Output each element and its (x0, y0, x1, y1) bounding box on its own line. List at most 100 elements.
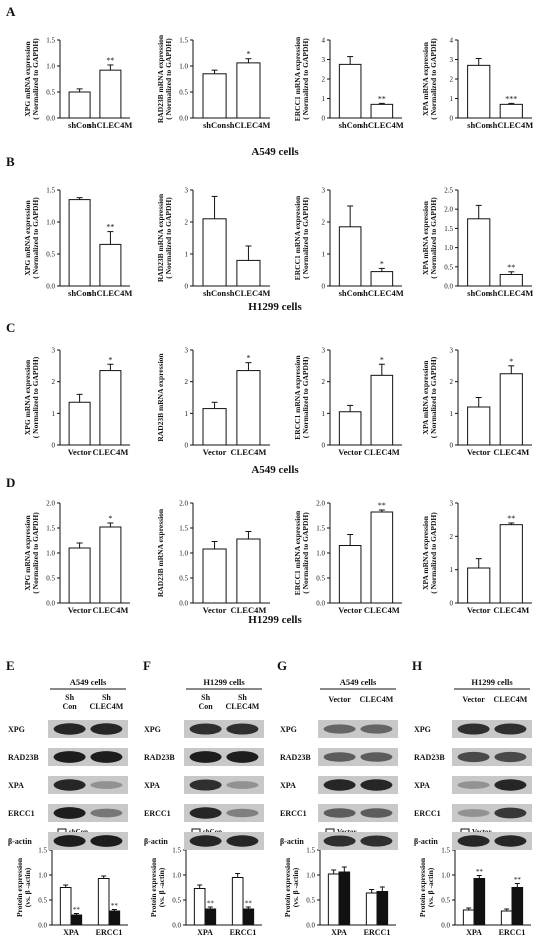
significance-label: *** (505, 94, 517, 103)
chart-a-3: 0 1 2 3 4 XPA mRNA expression( Normalized to … (421, 37, 533, 131)
blot-row-label: RAD23B (414, 753, 445, 762)
y-tick-label: 0.0 (441, 922, 450, 930)
blot-band (323, 779, 356, 791)
blot-band (53, 807, 86, 819)
lane-label: Sh (238, 693, 247, 702)
blot-row-label: β-actin (8, 837, 32, 846)
bar-Vector-XPA (327, 873, 340, 926)
bar-CLEC4M (99, 370, 122, 446)
y-axis-label: Protein expression (418, 857, 427, 917)
y-axis-label-units: ( Normalized to GAPDH) (429, 356, 438, 438)
chart-d-15: 0 1 2 3 XPA mRNA expression( Normalized to G… (421, 500, 532, 615)
y-tick-label: 3 (322, 56, 326, 64)
y-tick-label: 3 (52, 347, 56, 355)
bar-CLEC4M (99, 526, 122, 604)
lane-label: CLEC4M (90, 702, 124, 711)
y-tick-label: 1.5 (38, 847, 47, 855)
blot-band (457, 751, 490, 763)
blot-row-label: β-actin (144, 837, 168, 846)
y-axis-label: RAD23B mRNA expression (156, 508, 165, 597)
y-tick-label: 1.5 (306, 847, 315, 855)
panel-letter-f: F (143, 658, 151, 673)
x-tick-label: XPA (466, 928, 482, 937)
bar-shCon (338, 63, 362, 119)
blot-band (494, 751, 527, 763)
panel-letter-g: G (277, 658, 287, 673)
y-axis-label: ERCC1 mRNA expression (293, 510, 302, 595)
y-tick-label: 1.0 (46, 550, 55, 558)
blot-band (323, 724, 356, 734)
panel-letter-d: D (6, 475, 15, 490)
y-axis-label-units: (vs. β -actin) (23, 867, 32, 907)
x-tick-label: CLEC4M (92, 447, 128, 457)
y-tick-label: 0.0 (172, 922, 181, 930)
panel-letter-h: H (412, 658, 422, 673)
bar-shCon (338, 226, 362, 287)
y-tick-label: 3 (185, 187, 189, 195)
y-axis-label-units: (vs. β -actin) (291, 867, 300, 907)
x-tick-label: CLEC4M (364, 447, 400, 457)
y-tick-label: 0.5 (46, 575, 55, 583)
significance-label: ** (378, 501, 386, 510)
x-tick-label: shCLEC4M (88, 288, 132, 298)
x-tick-label: Vector (467, 605, 491, 615)
panel-letters: A B C D E F G H (6, 4, 422, 673)
bar-CLEC4M (236, 538, 261, 604)
y-axis-label-units: (vs. β -actin) (426, 867, 435, 907)
y-tick-label: 2 (322, 219, 326, 227)
blot-title: A549 cells (70, 677, 107, 687)
bar-Vector (338, 411, 362, 446)
y-axis-label: XPG mRNA expression (23, 200, 32, 276)
y-axis-label: XPG mRNA expression (23, 359, 32, 435)
blot-row-label: XPG (8, 725, 25, 734)
y-axis-label-units: ( Normalized to GAPDH) (429, 512, 438, 594)
y-tick-label: 0.5 (179, 89, 188, 97)
y-tick-label: 1.5 (46, 37, 55, 45)
blot-band (494, 807, 527, 819)
blot-band (457, 835, 490, 847)
blot-band (494, 723, 527, 735)
y-tick-label: 1 (450, 95, 454, 103)
chart-a-1: 0.0 0.5 1.0 1.5 RAD23B mRNA expression( Norm… (156, 34, 270, 130)
chart-c-9: 0 1 2 3 RAD23B mRNA expression Vector * CLEC4M (156, 347, 270, 457)
y-tick-label: 0 (322, 115, 326, 123)
x-tick-label: CLEC4M (230, 605, 266, 615)
lane-label: Sh (65, 693, 74, 702)
y-tick-label: 0 (450, 600, 454, 608)
significance-label: ** (378, 94, 386, 103)
y-axis-label-units: ( Normalized to GAPDH) (31, 512, 40, 594)
x-tick-label: shCon (467, 288, 490, 298)
y-tick-label: 1.5 (46, 525, 55, 533)
y-axis-label: Protein expression (15, 857, 24, 917)
y-tick-label: 1.0 (179, 550, 188, 558)
row-caption-c: A549 cells (251, 464, 299, 476)
blot-band (360, 808, 393, 818)
y-tick-label: 0.5 (38, 897, 47, 905)
y-tick-label: 1.5 (172, 847, 181, 855)
blot-band (226, 751, 259, 763)
significance-label: * (509, 357, 513, 366)
y-tick-label: 2.5 (444, 187, 453, 195)
x-tick-label: shCon (339, 288, 362, 298)
blot-row-label: XPG (144, 725, 161, 734)
lane-label: Vector (462, 695, 485, 704)
lane-label: Con (62, 702, 77, 711)
y-tick-label: 1.5 (444, 225, 453, 233)
significance-label: * (380, 355, 384, 364)
lane-label: CLEC4M (494, 695, 528, 704)
lane-label: Sh (201, 693, 210, 702)
y-axis-label-units: ( Normalized to GAPDH) (429, 38, 438, 120)
bar-Vector (68, 401, 91, 446)
y-tick-label: 2 (450, 76, 454, 84)
blot-row-label: RAD23B (144, 753, 175, 762)
y-tick-label: 1.0 (46, 63, 55, 71)
y-axis-label-units: (vs. β -actin) (157, 867, 166, 907)
blot-band (90, 723, 123, 735)
bar-Vector-ERCC1 (500, 910, 513, 926)
y-tick-label: 1.5 (179, 37, 188, 45)
significance-label: ** (207, 900, 215, 908)
bar-Vector (467, 406, 491, 446)
blot-band (90, 835, 123, 847)
y-tick-label: 0 (450, 442, 454, 450)
y-tick-label: 0.5 (306, 897, 315, 905)
